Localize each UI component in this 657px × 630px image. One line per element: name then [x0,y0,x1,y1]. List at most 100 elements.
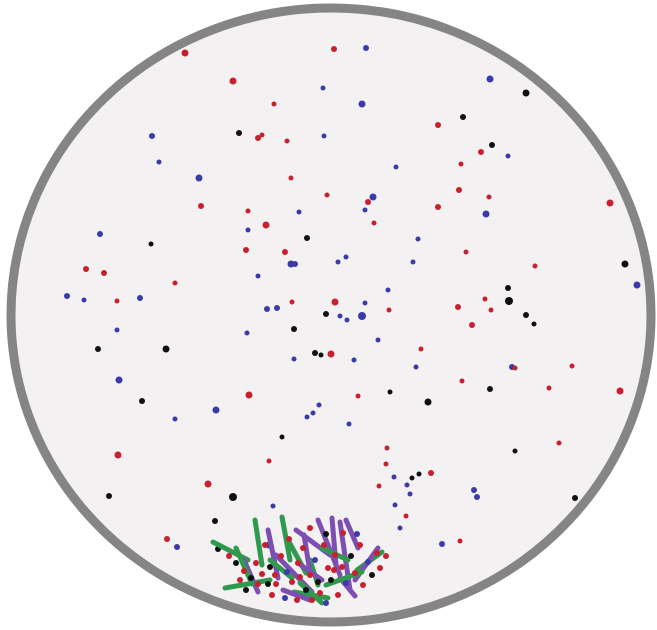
red-particle [307,572,313,578]
blue-particle [375,337,381,343]
blue-particle [482,210,490,218]
black-particle [489,142,495,148]
black-particle [409,475,415,481]
blue-particle [343,254,349,260]
red-particle [355,393,361,399]
red-particle [181,49,189,57]
red-particle [335,592,341,598]
blue-particle [335,259,341,265]
red-particle [288,175,294,181]
black-particle [248,575,254,581]
purple-rod [265,527,281,581]
black-particle [212,518,218,524]
blue-particle [172,416,178,422]
black-particle [312,350,318,356]
blue-particle [505,153,511,159]
green-rod [291,589,331,601]
red-particle [469,322,475,328]
blue-particle [320,85,326,91]
blue-particle [344,317,350,323]
red-particle [546,385,552,391]
blue-particle [284,569,290,575]
red-particle [278,553,284,559]
blue-particle [404,482,410,488]
red-particle [327,350,335,358]
blue-particle [97,231,103,237]
red-particle [403,513,409,519]
blue-particle [321,133,327,139]
blue-particle [264,306,270,312]
red-particle [383,553,389,559]
black-particle [95,346,101,352]
blue-particle [343,580,349,586]
black-particle [291,326,297,332]
blue-particle [413,364,419,370]
blue-particle [296,209,302,215]
purple-rod [280,587,313,603]
purple-rod [301,532,313,575]
blue-particle [255,273,261,279]
red-particle [331,567,337,573]
red-particle [289,579,295,585]
red-particle [377,565,383,571]
green-rod [222,577,273,591]
black-particle [531,321,537,327]
blue-particle [633,281,641,289]
blue-particle [407,491,413,497]
blue-particle [270,503,276,509]
red-particle [317,590,323,596]
red-particle [324,192,330,198]
red-particle [83,266,89,272]
purple-rod [343,517,361,551]
red-particle [309,597,315,603]
red-particle [297,574,303,580]
red-particle [295,560,301,566]
red-particle [478,149,484,155]
red-particle [229,77,237,85]
black-particle [323,531,329,537]
red-particle [226,553,232,559]
black-particle [139,398,145,404]
red-particle [512,365,518,371]
red-particle [556,440,562,446]
blue-particle [474,494,480,500]
blue-particle [415,236,421,242]
red-particle [286,536,292,542]
red-particle [339,564,345,570]
red-particle [272,572,278,578]
red-particle [331,46,337,52]
blue-particle [312,557,318,563]
red-particle [456,187,462,193]
blue-particle [393,164,399,170]
blue-particle [369,193,377,201]
black-particle [572,495,578,501]
black-particle [348,553,354,559]
blue-particle [392,502,398,508]
black-particle [487,386,493,392]
red-particle [172,280,178,286]
black-particle [621,260,629,268]
red-particle [273,581,279,587]
red-particle [352,570,358,576]
red-particle [262,542,268,548]
red-particle [569,363,575,369]
blue-particle [114,327,120,333]
blue-particle [292,261,298,267]
black-particle [148,241,154,247]
red-particle [383,461,389,467]
red-particle [458,161,464,167]
black-particle [318,352,324,358]
blue-particle [351,357,357,363]
blue-particle [156,159,162,165]
blue-particle [354,531,360,537]
blue-particle [358,312,366,320]
black-particle [323,311,329,317]
red-particle [255,135,261,141]
black-particle [505,297,513,305]
blue-particle [137,295,143,301]
red-particle [606,199,614,207]
red-particle [114,451,122,459]
black-particle [265,581,271,587]
red-particle [340,530,346,536]
